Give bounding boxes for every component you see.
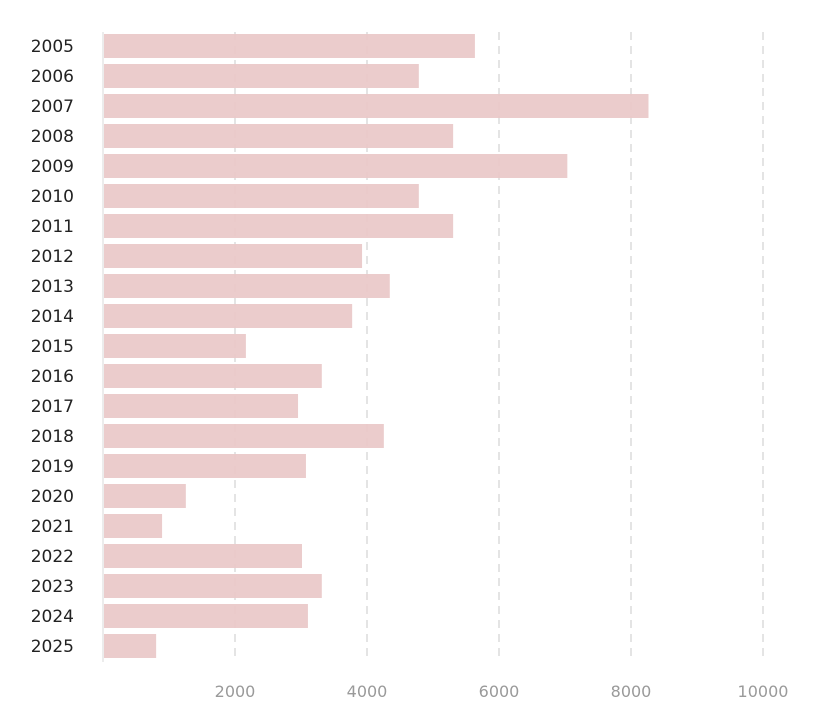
y-tick-label: 2022 [31, 547, 74, 567]
y-axis-labels: 2005 2006 2007 2008 2009 2010 2011 2012 2013 2014… [31, 37, 74, 657]
x-tick-label: 6000 [479, 682, 520, 701]
x-axis-labels: 2000 4000 6000 8000 10000 [215, 682, 789, 701]
bar-2011 [104, 214, 454, 238]
x-tick-label: 10000 [738, 682, 789, 701]
y-tick-label: 2009 [31, 157, 74, 177]
y-tick-label: 2023 [31, 577, 74, 597]
y-tick-label: 2006 [31, 67, 74, 87]
y-tick-label: 2010 [31, 187, 74, 207]
bar-2023 [104, 574, 322, 598]
y-tick-label: 2014 [31, 307, 74, 327]
y-tick-label: 2016 [31, 367, 74, 387]
bar-2012 [104, 244, 363, 268]
bar-2021 [104, 514, 163, 538]
bar-2009 [104, 154, 568, 178]
x-tick-label: 4000 [347, 682, 388, 701]
bar-2013 [104, 274, 390, 298]
bar-2014 [104, 304, 353, 328]
bar-2024 [104, 604, 308, 628]
bar-2020 [104, 484, 186, 508]
bar-2007 [104, 94, 649, 118]
bar-2025 [104, 634, 157, 658]
y-tick-label: 2013 [31, 277, 74, 297]
bar-2015 [104, 334, 246, 358]
bar-2018 [104, 424, 384, 448]
bar-2008 [104, 124, 454, 148]
y-tick-label: 2024 [31, 607, 74, 627]
y-tick-label: 2015 [31, 337, 74, 357]
y-tick-label: 2011 [31, 217, 74, 237]
bar-2016 [104, 364, 322, 388]
bar-2017 [104, 394, 299, 418]
y-tick-label: 2007 [31, 97, 74, 117]
bar-2022 [104, 544, 302, 568]
y-tick-label: 2017 [31, 397, 74, 417]
bar-2005 [104, 34, 475, 58]
y-tick-label: 2025 [31, 637, 74, 657]
bar-2006 [104, 64, 419, 88]
y-tick-label: 2019 [31, 457, 74, 477]
bar-2019 [104, 454, 306, 478]
y-tick-label: 2005 [31, 37, 74, 57]
y-tick-label: 2008 [31, 127, 74, 147]
y-tick-label: 2018 [31, 427, 74, 447]
x-tick-label: 8000 [611, 682, 652, 701]
x-tick-label: 2000 [215, 682, 256, 701]
bars [104, 34, 649, 658]
bar-2010 [104, 184, 419, 208]
y-tick-label: 2021 [31, 517, 74, 537]
y-tick-label: 2020 [31, 487, 74, 507]
y-tick-label: 2012 [31, 247, 74, 267]
